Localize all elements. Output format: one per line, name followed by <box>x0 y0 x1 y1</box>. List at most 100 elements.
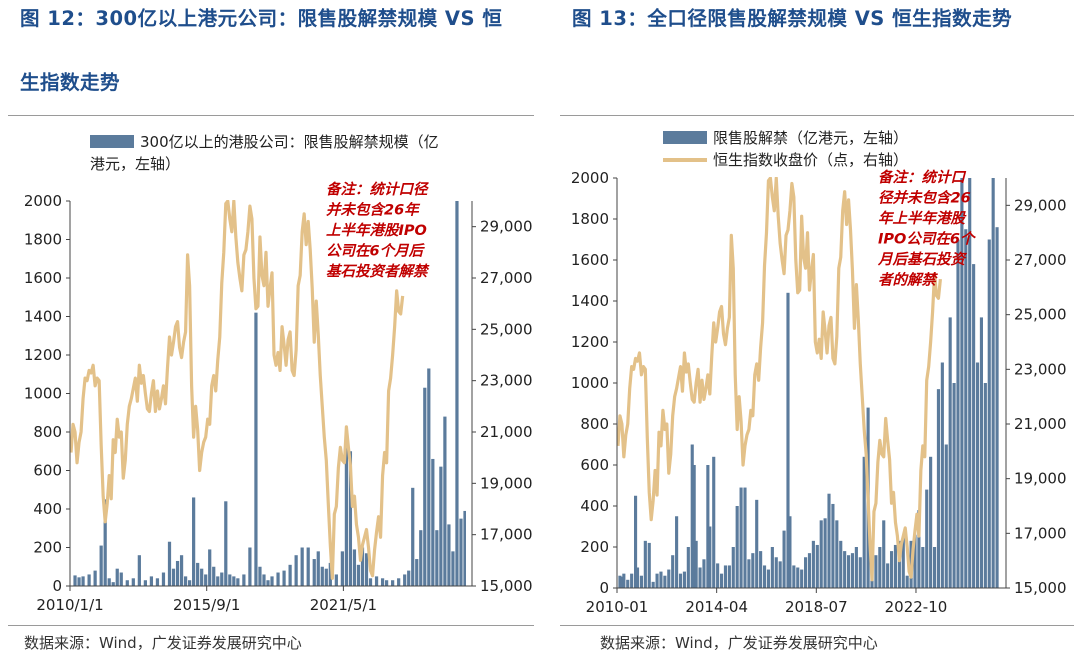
bar <box>334 574 338 586</box>
bar <box>862 456 866 588</box>
bar <box>889 551 894 588</box>
bar <box>932 547 937 588</box>
y-left-tick-label: 1400 <box>24 308 62 326</box>
bar <box>316 551 320 586</box>
y-left-tick-label: 400 <box>580 497 609 515</box>
bar <box>702 559 706 588</box>
bar <box>208 549 212 586</box>
bar <box>948 317 952 588</box>
y-right-tick-label: 19,000 <box>1014 470 1067 488</box>
y-left-tick-label: 1200 <box>24 346 62 364</box>
bar <box>344 441 349 586</box>
bar <box>739 487 743 588</box>
bar <box>991 178 995 588</box>
y-right-tick-label: 17,000 <box>480 526 533 544</box>
bar <box>200 568 204 586</box>
bar <box>419 530 423 586</box>
bar <box>431 458 435 586</box>
bar <box>694 540 698 588</box>
note-text: 备注：统计口 <box>878 169 966 186</box>
bar <box>913 534 917 588</box>
bar <box>905 575 909 588</box>
y-right-tick-label: 19,000 <box>480 474 533 492</box>
bar <box>983 383 987 588</box>
bar <box>995 227 999 588</box>
bar <box>439 466 443 586</box>
bar <box>411 487 415 586</box>
bar <box>944 444 948 588</box>
bar <box>796 567 800 588</box>
bar <box>634 495 638 588</box>
bar <box>831 503 835 588</box>
bar <box>254 312 258 586</box>
y-left-tick-label: 1800 <box>571 210 609 228</box>
bar <box>167 541 172 586</box>
y-left-tick-label: 600 <box>580 456 609 474</box>
bar <box>708 526 712 588</box>
bar <box>111 582 115 586</box>
bar <box>137 555 141 586</box>
bar <box>368 578 373 586</box>
bar <box>975 362 980 588</box>
bar <box>655 573 659 588</box>
bar <box>427 368 431 586</box>
y-left-tick-label: 0 <box>52 577 62 595</box>
bar <box>620 576 624 588</box>
y-left-tick-label: 2000 <box>571 169 609 187</box>
bar <box>858 557 862 588</box>
bar <box>770 547 774 588</box>
bar <box>659 571 663 588</box>
legend-bar-swatch <box>663 131 707 144</box>
right-chart: 0 200 400 600 800 1000 1200 1400 1600 1800 2000 15,… <box>571 129 1067 616</box>
bar <box>348 451 353 586</box>
bar <box>690 444 694 588</box>
y-right-tick-label: 27,000 <box>1014 251 1067 269</box>
note-text: 月后基石投资 <box>877 251 967 268</box>
note-text: 上半年港股IPO <box>326 222 427 239</box>
bar <box>407 570 411 586</box>
bar <box>804 557 808 588</box>
bar <box>886 563 890 588</box>
bar <box>282 570 286 586</box>
bar <box>630 573 634 588</box>
y-right-tick-label: 23,000 <box>1014 360 1067 378</box>
note-text: 备注：统计口径 <box>326 181 430 198</box>
note-text: 并未包含26年 <box>326 202 421 219</box>
bar <box>712 456 716 588</box>
legend-bar-swatch <box>90 135 134 148</box>
y-left-tick-label: 200 <box>33 539 62 557</box>
note-text: 者的解禁 <box>878 272 938 289</box>
bar <box>667 569 671 588</box>
note-text: 径并未包含26 <box>878 190 971 207</box>
bar <box>782 530 786 588</box>
bar <box>901 536 905 588</box>
y-left-tick-label: 400 <box>33 500 62 518</box>
right-figure-title: 图 13：全口径限售股解禁规模 VS 恒生指数走势 <box>572 7 1013 30</box>
y-left-tick-label: 1200 <box>571 333 609 351</box>
bar <box>143 580 147 586</box>
bar <box>212 566 216 586</box>
bar <box>258 566 262 586</box>
legend-label: 恒生指数收盘价（点，右轴） <box>713 151 908 169</box>
bar <box>987 239 991 588</box>
bar <box>451 551 455 586</box>
bar <box>248 547 252 586</box>
y-left-tick-label: 200 <box>580 538 609 556</box>
bar <box>807 553 812 588</box>
bar <box>882 520 886 588</box>
bar <box>232 576 236 586</box>
left-figure-title-line1: 图 12：300亿以上港元公司：限售股解禁规模 VS 恒 <box>20 7 503 30</box>
bar <box>77 577 81 586</box>
bar <box>352 549 357 586</box>
bar <box>459 518 463 586</box>
bar <box>103 499 107 586</box>
y-right-tick-label: 29,000 <box>1014 196 1067 214</box>
y-right-tick-label: 27,000 <box>480 269 533 287</box>
bar <box>262 574 266 586</box>
y-left-tick-label: 1600 <box>24 269 62 287</box>
bar <box>755 499 759 588</box>
y-left-tick-label: 800 <box>580 415 609 433</box>
bar <box>706 465 710 588</box>
bar <box>968 178 972 588</box>
bar <box>651 581 655 588</box>
